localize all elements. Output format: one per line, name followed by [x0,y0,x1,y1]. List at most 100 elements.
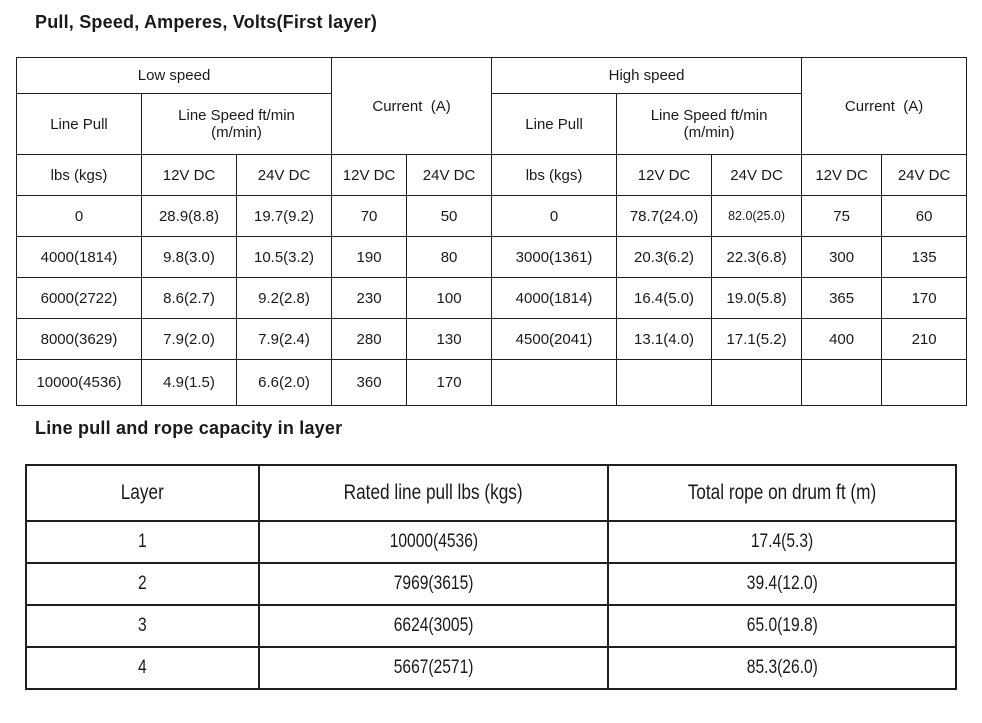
table-cell: 4500(2041) [491,318,618,360]
table-cell: 100 [406,277,493,319]
table-cell: 9.8(3.0) [141,236,237,278]
table-cell: 170 [881,277,968,319]
table-cell: 20.3(6.2) [616,236,713,278]
line-pull-header-high: Line Pull [491,93,618,155]
line-speed-header-low: Line Speed ft/min (m/min) [140,93,333,155]
table-row: 8000(3629) 7.9(2.0) 7.9(2.4) 280 130 450… [16,318,968,360]
table-cell: 60 [881,195,968,237]
table-cell: 5667(2571) [258,646,609,690]
table-cell: 130 [406,318,493,360]
table-row: 10000(4536) 4.9(1.5) 6.6(2.0) 360 170 [16,359,968,406]
table-cell-empty [616,359,713,406]
table-cell: 70 [331,195,408,237]
unit-header: lbs (kgs) [491,154,618,196]
table-cell: 230 [331,277,408,319]
table-cell: 6624(3005) [258,604,609,648]
table-cell: 17.1(5.2) [711,318,803,360]
table-cell-empty [801,359,883,406]
table-cell: 135 [881,236,968,278]
rope-capacity-table: Layer Rated line pull lbs (kgs) Total ro… [25,464,957,690]
table-cell: 85.3(26.0) [607,646,957,690]
table-row: 4000(1814) 9.8(3.0) 10.5(3.2) 190 80 300… [16,236,968,278]
rated-line-pull-column-header: Rated line pull lbs (kgs) [258,464,609,522]
table-cell: 7969(3615) [258,562,609,606]
table-cell: 300 [801,236,883,278]
table-cell: 17.4(5.3) [607,520,957,564]
table-header-row: Layer Rated line pull lbs (kgs) Total ro… [25,464,957,522]
table-cell: 16.4(5.0) [616,277,713,319]
table-cell: 13.1(4.0) [616,318,713,360]
table-cell: 0 [491,195,618,237]
table-cell: 10000(4536) [16,359,142,406]
table-cell: 10000(4536) [258,520,609,564]
unit-header: 24V DC [406,154,493,196]
table-cell: 78.7(24.0) [616,195,713,237]
table-cell: 4 [25,646,260,690]
unit-header: 12V DC [331,154,408,196]
table-cell: 9.2(2.8) [235,277,333,319]
high-speed-group-header: High speed [491,57,803,94]
table-cell: 7.9(2.4) [235,318,333,360]
table-cell: 39.4(12.0) [607,562,957,606]
unit-header: 12V DC [141,154,237,196]
table-cell: 190 [331,236,408,278]
table-cell: 82.0(25.0) [711,195,803,237]
table-row: Low speed Current (A) High speed Current… [15,57,968,155]
table-row: 3 6624(3005) 65.0(19.8) [25,604,957,648]
current-group-header-high: Current (A) [801,57,968,155]
table-cell: 2 [25,562,260,606]
table-cell: 360 [331,359,408,406]
table-row: 6000(2722) 8.6(2.7) 9.2(2.8) 230 100 400… [16,277,968,319]
table-row: Line Pull Line Speed ft/min (m/min) Line… [16,93,967,155]
total-rope-column-header: Total rope on drum ft (m) [607,464,957,522]
unit-header: 12V DC [801,154,883,196]
table-cell: 365 [801,277,883,319]
line-pull-header-low: Line Pull [16,93,142,155]
pull-speed-current-table: Low speed Current (A) High speed Current… [15,57,968,406]
table-cell: 7.9(2.0) [141,318,237,360]
table-cell: 75 [801,195,883,237]
table-cell-empty [491,359,618,406]
table-row: 1 10000(4536) 17.4(5.3) [25,520,957,564]
table-row: 4 5667(2571) 85.3(26.0) [25,646,957,690]
table-cell-empty [711,359,803,406]
section1-title: Pull, Speed, Amperes, Volts(First layer) [35,12,378,32]
low-speed-group-header: Low speed [15,57,333,94]
table-cell: 6.6(2.0) [235,359,333,406]
table-cell: 210 [881,318,968,360]
section2-title: Line pull and rope capacity in layer [35,418,343,438]
unit-header: 24V DC [711,154,803,196]
table-row: 0 28.9(8.8) 19.7(9.2) 70 50 0 78.7(24.0)… [16,195,968,237]
table-cell: 1 [25,520,260,564]
table-cell: 8.6(2.7) [141,277,237,319]
table-cell: 4000(1814) [491,277,618,319]
table-cell: 280 [331,318,408,360]
table-cell: 80 [406,236,493,278]
layer-column-header: Layer [25,464,260,522]
table-cell: 22.3(6.8) [711,236,803,278]
table-cell: 10.5(3.2) [235,236,333,278]
table-cell: 19.0(5.8) [711,277,803,319]
unit-header: lbs (kgs) [16,154,142,196]
table-cell: 0 [16,195,142,237]
table-cell: 6000(2722) [16,277,142,319]
table-row: 2 7969(3615) 39.4(12.0) [25,562,957,606]
table-cell: 3 [25,604,260,648]
table-unit-row: lbs (kgs) 12V DC 24V DC 12V DC 24V DC lb… [16,154,968,196]
table-cell: 28.9(8.8) [141,195,237,237]
table-cell: 8000(3629) [16,318,142,360]
table-cell: 4000(1814) [16,236,142,278]
table-cell: 4.9(1.5) [141,359,237,406]
table-cell: 19.7(9.2) [235,195,333,237]
line-speed-header-high: Line Speed ft/min (m/min) [616,93,803,155]
table-cell: 50 [406,195,493,237]
table-cell: 400 [801,318,883,360]
unit-header: 12V DC [616,154,713,196]
table-cell-empty [881,359,968,406]
current-group-header-low: Current (A) [331,57,493,155]
table-cell: 3000(1361) [491,236,618,278]
unit-header: 24V DC [235,154,333,196]
table-cell: 65.0(19.8) [607,604,957,648]
table-cell: 170 [406,359,493,406]
unit-header: 24V DC [881,154,968,196]
